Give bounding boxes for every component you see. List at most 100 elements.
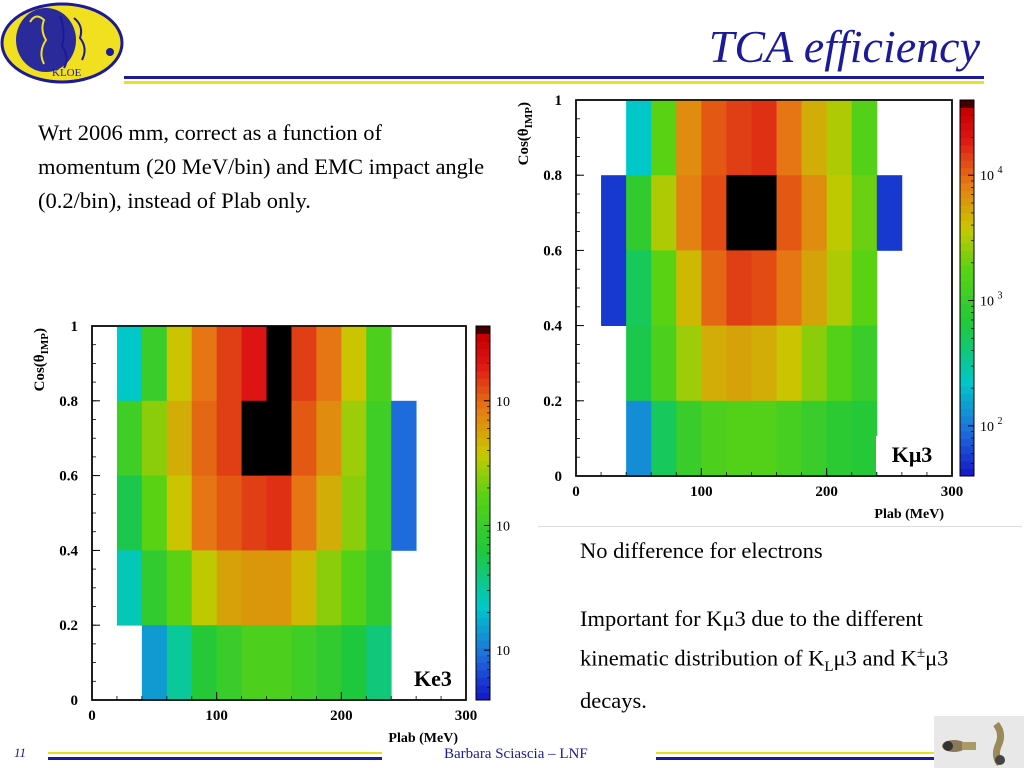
heatmap-cell-3-1 [651, 325, 677, 402]
y-tick-label-5: 1 [71, 319, 79, 335]
heatmap-cell-2-9 [826, 250, 853, 326]
heatmap-cell-4-6 [776, 400, 802, 477]
heatmap-cell-1-6 [266, 400, 292, 476]
colorbar-tick-label-2: 10 4 [980, 165, 1003, 184]
heatmap-cell-3-1 [141, 550, 168, 626]
heatmap-cell-3-0 [626, 325, 652, 402]
heatmap-cell-2-7 [776, 250, 802, 326]
heatmap-cell-4-3 [216, 625, 242, 701]
slide-description: Wrt 2006 mm, correct as a function of mo… [38, 120, 485, 213]
y-tick-label-4: 0.8 [59, 394, 78, 410]
footer-rule-left-blue [48, 757, 382, 760]
heatmap-cells [116, 326, 417, 701]
x-tick-label-2: 200 [330, 708, 353, 724]
footer-rule-left-yellow [48, 752, 382, 754]
colorbar-tick-label-0: 10 2 [496, 640, 510, 659]
y-axis-label: Cos(θIMP) [32, 328, 51, 391]
heatmap-cell-2-8 [316, 475, 342, 551]
heatmap-cell-1-2 [166, 400, 193, 476]
heatmap-cell-4-0 [141, 625, 168, 701]
heatmap-cell-0-0 [626, 100, 652, 176]
heatmap-cell-2-2 [651, 250, 677, 326]
heatmap-cell-1-1 [626, 175, 652, 251]
heatmap-cell-3-6 [776, 325, 802, 402]
heatmap-cell-3-5 [241, 550, 267, 626]
heatmap-cell-3-10 [366, 550, 392, 626]
heatmap-cell-1-5 [726, 175, 752, 251]
kmu3-heatmap: 0 100 200 300 0 0.2 0.4 0.6 0.8 1 Plab (MeV) Cos(θI… [516, 93, 1003, 522]
y-tick-label-3: 0.6 [543, 243, 562, 259]
heatmap-cell-2-8 [801, 250, 828, 326]
x-tick-label-3: 300 [455, 708, 478, 724]
x-tick-label-3: 300 [941, 484, 964, 500]
heatmap-cell-0-6 [776, 100, 802, 176]
heatmap-cell-4-7 [801, 400, 828, 477]
footer-rule-right-blue [656, 757, 934, 760]
heatmap-cells [601, 100, 903, 477]
heatmap-cell-2-5 [726, 250, 752, 326]
heatmap-cell-3-6 [266, 550, 292, 626]
heatmap-cell-0-9 [341, 326, 367, 402]
heatmap-cell-0-8 [316, 326, 342, 402]
heatmap-cell-1-0 [601, 175, 627, 251]
title-rule-blue [124, 76, 984, 79]
heatmap-cell-0-2 [166, 326, 193, 402]
heatmap-cell-1-1 [141, 400, 168, 476]
heatmap-cell-2-1 [626, 250, 652, 326]
colorbar-tick-label-0: 10 2 [980, 416, 1003, 435]
heatmap-cell-4-9 [851, 400, 878, 477]
color-bar [475, 325, 491, 701]
heatmap-cell-2-4 [701, 250, 727, 326]
heatmap-cell-0-3 [191, 326, 218, 402]
colorbar-tick-label-2: 10 4 [496, 391, 510, 410]
heatmap-cell-0-7 [291, 326, 317, 402]
heatmap-cell-0-0 [116, 326, 143, 402]
y-tick-label-4: 0.8 [543, 168, 562, 184]
x-axis-label: Plab (MeV) [388, 731, 458, 746]
heatmap-cell-3-3 [701, 325, 727, 402]
heatmap-cell-4-1 [651, 400, 677, 477]
heatmap-cell-0-7 [801, 100, 828, 176]
heatmap-cell-2-2 [166, 475, 193, 551]
page-number: 11 [14, 745, 27, 760]
heatmap-cell-4-2 [676, 400, 702, 477]
y-tick-label-3: 0.6 [59, 469, 78, 485]
heatmap-cell-1-11 [876, 175, 903, 251]
heatmap-cell-1-7 [291, 400, 317, 476]
heatmap-cell-4-9 [366, 625, 392, 701]
heatmap-cell-1-8 [801, 175, 828, 251]
heatmap-cell-0-3 [701, 100, 727, 176]
heatmap-cell-4-3 [701, 400, 727, 477]
heatmap-cell-4-7 [316, 625, 342, 701]
heatmap-cell-3-9 [341, 550, 367, 626]
heatmap-cell-1-10 [851, 175, 878, 251]
heatmap-cell-2-4 [216, 475, 242, 551]
heatmap-cell-0-1 [141, 326, 168, 402]
heatmap-cell-0-1 [651, 100, 677, 176]
x-tick-label-2: 200 [815, 484, 838, 500]
heatmap-cell-4-2 [191, 625, 218, 701]
heatmap-cell-2-3 [676, 250, 702, 326]
heatmap-cell-2-6 [751, 250, 777, 326]
heatmap-cell-1-5 [241, 400, 267, 476]
heatmap-cell-1-6 [751, 175, 777, 251]
colorbar-tick-label-1: 10 3 [980, 291, 1003, 310]
color-bar [959, 99, 975, 477]
heatmap-cell-4-1 [166, 625, 193, 701]
y-tick-label-1: 0.2 [543, 394, 562, 410]
heatmap-cell-1-3 [191, 400, 218, 476]
heatmap-cell-2-9 [341, 475, 367, 551]
heatmap-cell-3-2 [676, 325, 702, 402]
y-tick-label-5: 1 [555, 93, 563, 109]
y-tick-label-2: 0.4 [59, 543, 78, 559]
heatmap-cell-0-6 [266, 326, 292, 402]
heatmap-cell-1-8 [316, 400, 342, 476]
detector-photo-icon [934, 716, 1024, 768]
logo-text: KLOE [52, 67, 82, 79]
heatmap-cell-1-2 [651, 175, 677, 251]
heatmap-cell-2-7 [291, 475, 317, 551]
heatmap-cell-4-6 [291, 625, 317, 701]
heatmap-cell-2-10 [366, 475, 392, 551]
y-tick-label-0: 0 [555, 469, 563, 485]
y-tick-label-1: 0.2 [59, 618, 78, 634]
